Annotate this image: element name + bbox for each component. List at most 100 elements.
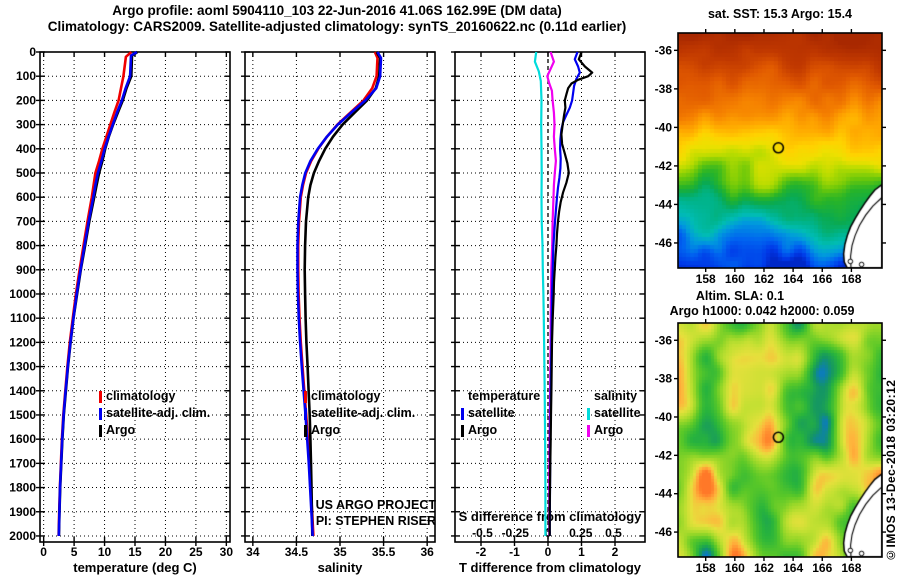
argo-s-line-swatch (587, 424, 590, 437)
longitude-tick-label: 164 (783, 272, 803, 286)
depth-tick-label: 100 (16, 69, 36, 83)
depth-tick-label: 1100 (10, 311, 36, 325)
s-diff-tick-label: 0 (545, 526, 552, 540)
argo-t-line-swatch (461, 424, 464, 437)
temperature-tick-label: 0 (40, 545, 47, 559)
sla-map-border (677, 322, 883, 558)
legend-header-label: temperature (468, 389, 541, 403)
depth-tick-label: 1400 (9, 384, 36, 398)
legend-header-label: salinity (594, 389, 638, 403)
legend-label: satellite-adj. clim. (106, 406, 211, 420)
depth-tick-label: 600 (16, 190, 36, 204)
figure-title-line2: Climatology: CARS2009. Satellite-adjuste… (47, 19, 627, 34)
temperature-tick-label: 15 (128, 545, 142, 559)
legend-label: Argo (311, 423, 341, 437)
depth-tick-label: 0 (29, 45, 36, 59)
climatology-line-swatch (304, 390, 307, 403)
depth-tick-label: 300 (16, 118, 36, 132)
difference-temperature-legend: temperature satellite Argo (461, 388, 540, 439)
latitude-tick-label: -38 (655, 82, 673, 96)
latitude-tick-label: -42 (655, 448, 673, 462)
t-diff-tick-label: -1 (509, 545, 520, 559)
salinity-tick-label: 34 (246, 545, 260, 559)
difference-salinity-legend: salinity satellite Argo (587, 388, 641, 439)
depth-tick-label: 700 (16, 214, 36, 228)
latitude-tick-label: -44 (655, 197, 673, 211)
project-annotation-line2: PI: STEPHEN RISER (315, 514, 436, 528)
t-diff-axis-label: T difference from climatology (459, 560, 642, 575)
temperature-tick-label: 5 (71, 545, 78, 559)
legend-label: Argo (106, 423, 136, 437)
depth-tick-label: 400 (16, 142, 36, 156)
temperature-plot (36, 51, 231, 546)
depth-tick-label: 200 (16, 93, 36, 107)
depth-tick-label: 1200 (9, 335, 36, 349)
longitude-tick-label: 162 (754, 272, 774, 286)
longitude-tick-label: 168 (841, 272, 861, 286)
longitude-tick-label: 160 (725, 561, 745, 575)
salinity-tick-label: 35.5 (372, 545, 396, 559)
legend-label: climatology (106, 389, 176, 403)
argo-line-swatch (99, 424, 102, 437)
s-diff-tick-label: -0.25 (502, 526, 530, 540)
salinity-legend: climatology satellite-adj. clim. Argo (304, 388, 415, 439)
longitude-tick-label: 162 (754, 561, 774, 575)
legend-item-satellite-s: satellite (587, 405, 641, 422)
temperature-tick-label: 10 (98, 545, 112, 559)
legend-label: Argo (468, 423, 498, 437)
plot-border (454, 51, 646, 543)
legend-item-satellite-adj-clim: satellite-adj. clim. (99, 405, 210, 422)
depth-tick-label: 1500 (9, 408, 36, 422)
climatology-line-swatch (99, 390, 102, 403)
depth-tick-label: 1900 (9, 505, 36, 519)
project-annotation: US ARGO PROJECT PI: STEPHEN RISER (316, 497, 436, 529)
latitude-tick-label: -40 (655, 410, 673, 424)
t-diff-tick-label: 1 (578, 545, 585, 559)
depth-tick-label: 1600 (9, 432, 36, 446)
sst-map-border (677, 32, 883, 269)
latitude-tick-label: -46 (655, 525, 673, 539)
depth-tick-label: 1000 (9, 287, 36, 301)
legend-item-argo-s: Argo (587, 422, 641, 439)
legend-item-argo: Argo (304, 422, 415, 439)
legend-item-argo: Argo (99, 422, 210, 439)
legend-item-climatology: climatology (99, 388, 210, 405)
figure-title-line1: Argo profile: aoml 5904110_103 22-Jun-20… (112, 3, 562, 18)
legend-item-satellite-adj-clim: satellite-adj. clim. (304, 405, 415, 422)
legend-label: satellite (594, 406, 641, 420)
sla-map-title-line1: Altim. SLA: 0.1 (695, 289, 785, 303)
legend-label: Argo (594, 423, 624, 437)
depth-tick-label: 1800 (9, 481, 36, 495)
legend-item-argo-t: Argo (461, 422, 540, 439)
s-diff-tick-label: 0.25 (569, 526, 593, 540)
sla-map-title-line2: Argo h1000: 0.042 h2000: 0.059 (669, 304, 855, 318)
longitude-tick-label: 160 (725, 272, 745, 286)
satellite-s-line-swatch (587, 407, 590, 420)
project-annotation-line1: US ARGO PROJECT (315, 498, 436, 512)
legend-label: satellite-adj. clim. (311, 406, 416, 420)
satellite-adj-line-swatch (304, 407, 307, 420)
t-diff-tick-label: -2 (476, 545, 487, 559)
legend-item-satellite-t: satellite (461, 405, 540, 422)
depth-tick-label: 500 (16, 166, 36, 180)
longitude-tick-label: 164 (783, 561, 803, 575)
latitude-tick-label: -46 (655, 236, 673, 250)
s-diff-tick-label: 0.5 (605, 526, 622, 540)
latitude-tick-label: -38 (655, 372, 673, 386)
argo-line-swatch (304, 424, 307, 437)
latitude-tick-label: -36 (655, 43, 673, 57)
salinity-axis-label: salinity (318, 560, 364, 575)
depth-tick-label: 1700 (9, 456, 36, 470)
longitude-tick-label: 158 (696, 561, 716, 575)
temperature-tick-label: 20 (159, 545, 173, 559)
satellite-adj-line-swatch (99, 407, 102, 420)
sst-map (678, 33, 882, 268)
temperature-legend: climatology satellite-adj. clim. Argo (99, 388, 210, 439)
legend-label: satellite (468, 406, 515, 420)
latitude-tick-label: -40 (655, 120, 673, 134)
difference-plot (451, 51, 646, 546)
series-Argo (303, 51, 382, 537)
depth-tick-label: 900 (16, 263, 36, 277)
